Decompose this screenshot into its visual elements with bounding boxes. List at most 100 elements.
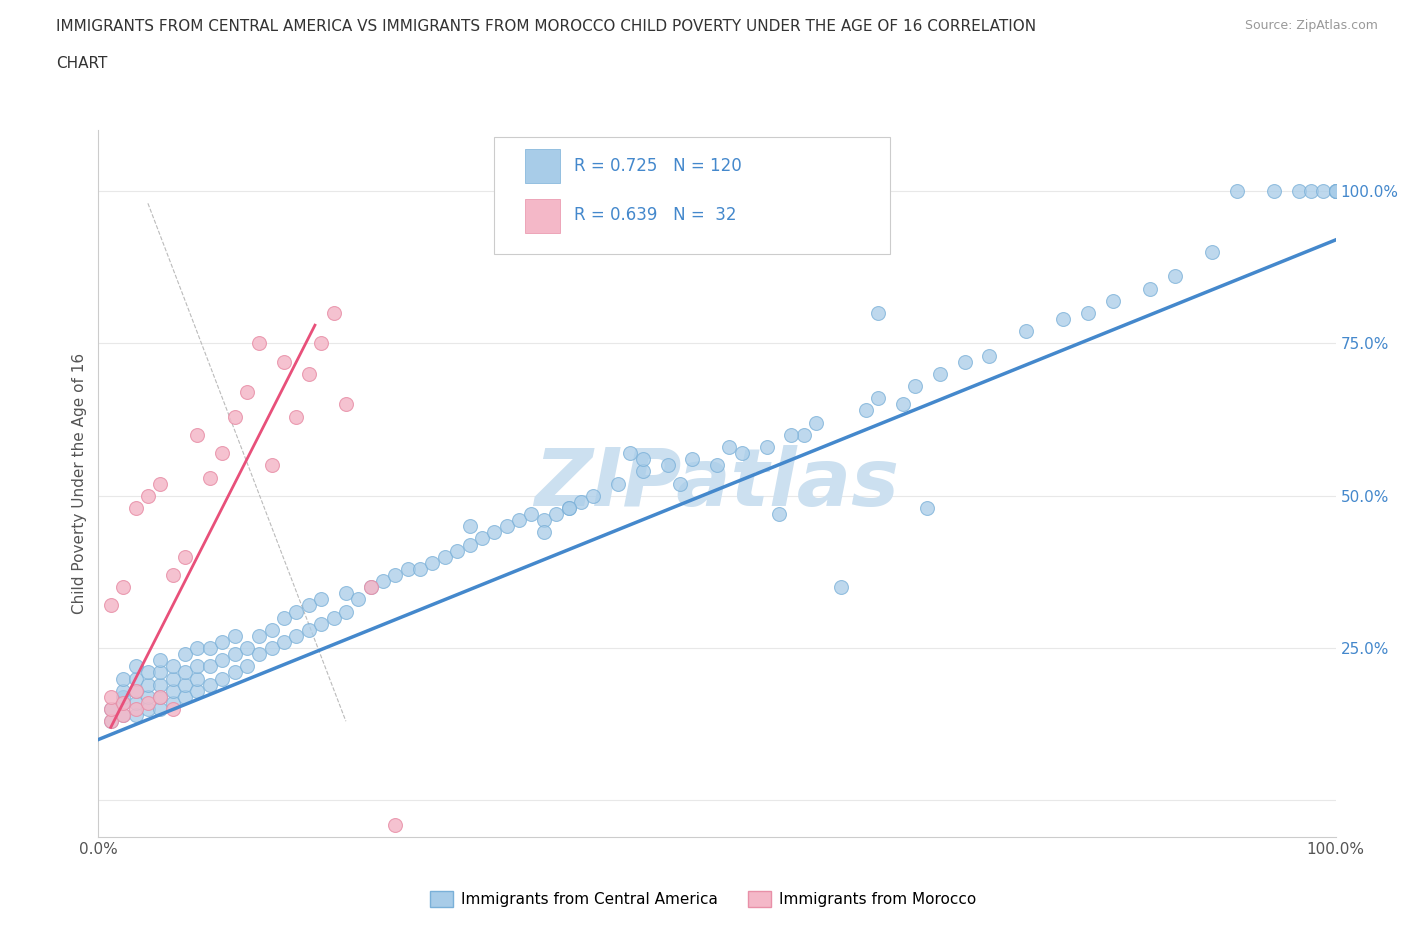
Point [569,495,592,510]
Point [335,586,357,601]
Point [804,415,827,430]
Point [124,659,146,674]
Point [1226,184,1249,199]
Point [298,622,321,637]
Point [557,500,579,515]
Point [224,409,246,424]
Point [198,677,221,692]
Point [198,659,221,674]
Point [100,689,122,704]
Point [162,696,184,711]
Text: ZIPatlas: ZIPatlas [534,445,900,523]
Point [718,440,741,455]
Point [224,646,246,661]
Point [285,629,308,644]
Point [1263,184,1285,199]
Point [793,428,815,443]
Point [855,403,877,418]
Point [149,689,172,704]
Point [557,500,579,515]
Point [124,701,146,716]
Point [309,336,332,351]
Point [162,671,184,686]
FancyBboxPatch shape [495,138,890,254]
Legend: Immigrants from Central America, Immigrants from Morocco: Immigrants from Central America, Immigra… [425,884,981,913]
Point [396,562,419,577]
Point [136,677,159,692]
Point [124,500,146,515]
Point [247,646,270,661]
Point [112,708,135,723]
Point [211,653,233,668]
Bar [526,150,560,183]
Point [149,701,172,716]
Point [335,397,357,412]
Point [211,634,233,649]
Point [669,476,692,491]
Point [1324,184,1347,199]
Point [607,476,630,491]
Point [546,507,568,522]
Text: CHART: CHART [56,56,108,71]
Point [422,555,444,570]
Point [298,598,321,613]
Point [236,385,259,400]
Point [731,445,754,460]
Point [273,354,295,369]
Point [124,684,146,698]
Point [112,708,135,723]
Point [260,458,283,472]
Point [260,622,283,637]
Point [780,428,803,443]
Point [619,445,641,460]
Point [1324,184,1347,199]
Point [533,525,555,539]
Point [409,562,432,577]
Point [1324,184,1347,199]
Point [174,646,197,661]
Point [124,708,146,723]
Point [508,512,530,527]
Point [112,671,135,686]
Point [112,684,135,698]
Point [149,689,172,704]
Point [360,579,382,594]
Point [174,550,197,565]
Point [298,366,321,381]
Point [186,659,208,674]
Point [273,610,295,625]
Point [1139,281,1161,296]
Point [247,629,270,644]
Point [273,634,295,649]
Point [1102,293,1125,308]
Point [100,701,122,716]
Point [112,696,135,711]
Point [322,306,344,321]
Point [198,641,221,656]
Point [149,677,172,692]
Point [1052,312,1074,326]
Point [979,348,1001,363]
Point [174,677,197,692]
Point [471,531,494,546]
Point [112,579,135,594]
Point [830,579,852,594]
Bar [526,199,560,232]
Point [1164,269,1187,284]
Point [136,689,159,704]
Point [458,538,481,552]
Point [136,665,159,680]
Point [1077,306,1099,321]
Point [309,591,332,606]
Point [631,464,654,479]
Point [1324,184,1347,199]
Point [100,598,122,613]
Point [484,525,506,539]
Point [866,391,889,405]
Point [224,629,246,644]
Point [162,701,184,716]
Point [236,659,259,674]
Point [631,452,654,467]
Point [335,604,357,619]
Point [384,567,406,582]
